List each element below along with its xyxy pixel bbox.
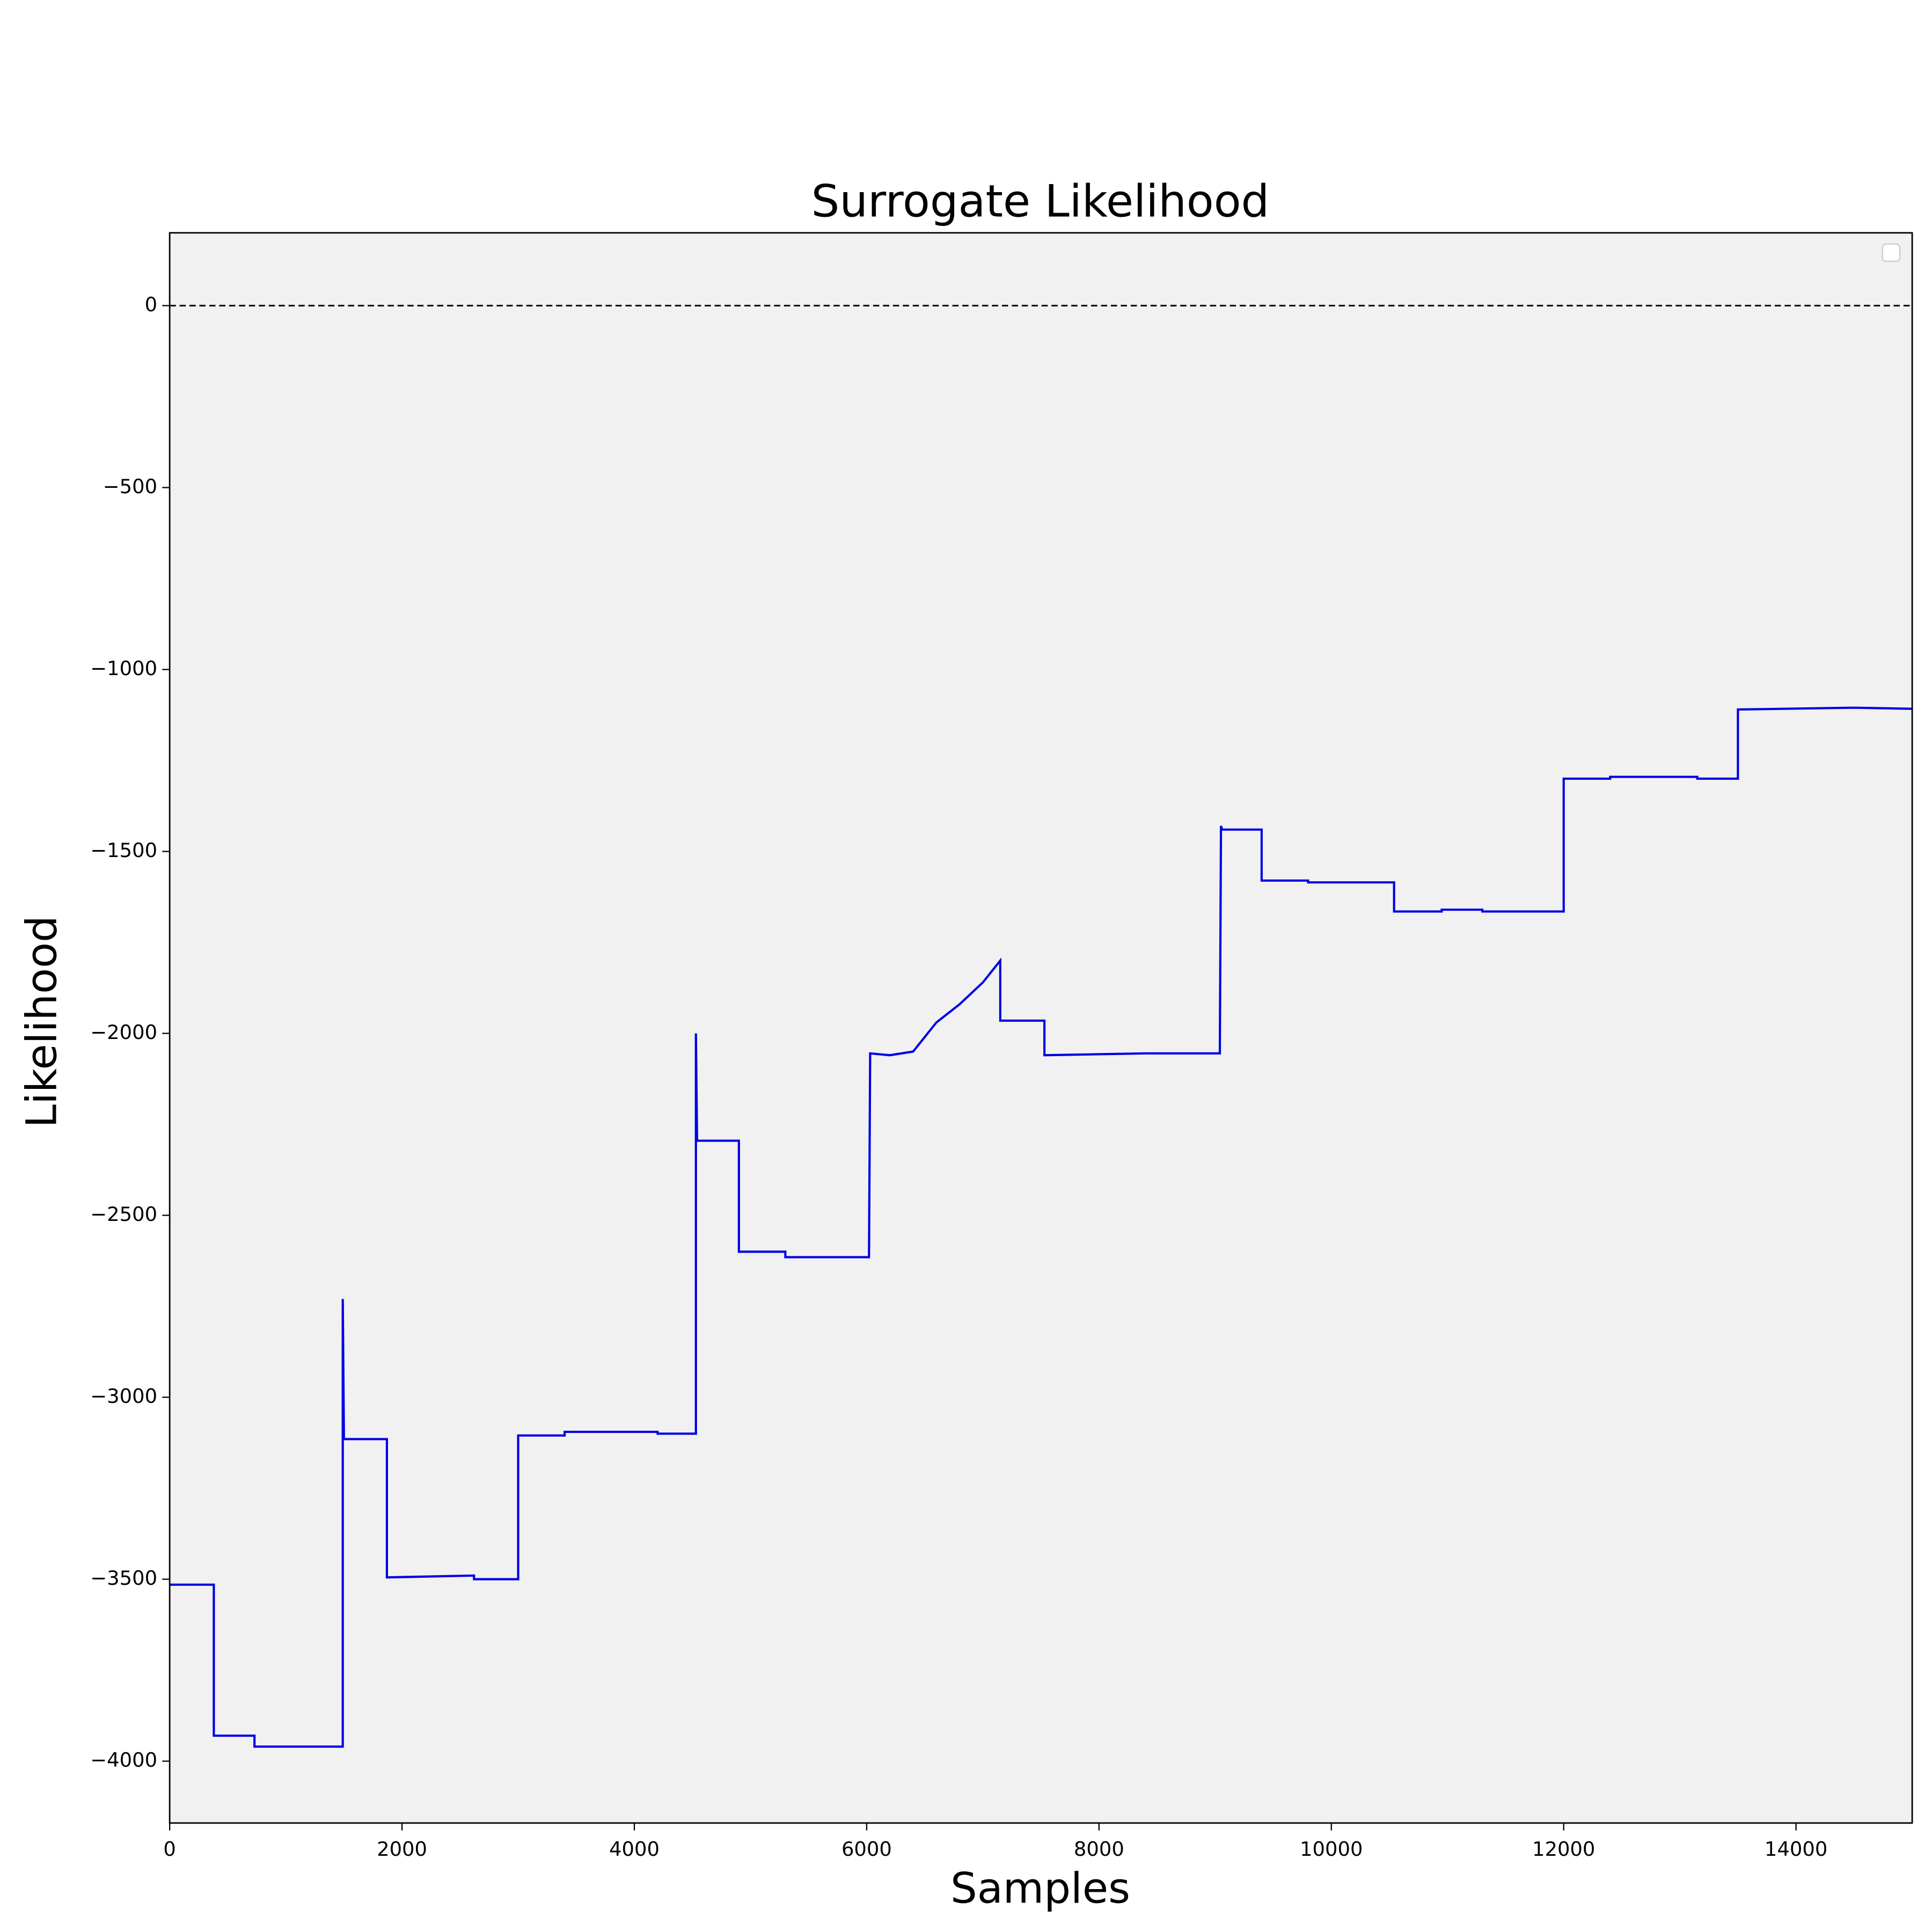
x-tick-label: 4000 (609, 1838, 660, 1861)
y-tick-label: −500 (103, 475, 157, 498)
x-tick-label: 2000 (377, 1838, 427, 1861)
x-tick-label: 8000 (1074, 1838, 1124, 1861)
x-axis-label: Samples (950, 1863, 1130, 1913)
chart-title: Surrogate Likelihood (811, 175, 1270, 228)
y-tick-label: −1500 (90, 839, 157, 862)
x-tick-label: 6000 (841, 1838, 892, 1861)
x-tick-label: 10000 (1300, 1838, 1363, 1861)
x-tick-label: 0 (163, 1838, 175, 1861)
series-line (170, 706, 1913, 1748)
x-tick-label: 14000 (1765, 1838, 1827, 1861)
y-tick-label: 0 (145, 293, 157, 316)
legend-box (1882, 243, 1901, 262)
y-tick-label: −2500 (90, 1203, 157, 1226)
y-tick-label: −3500 (90, 1567, 157, 1590)
y-tick-label: −3000 (90, 1385, 157, 1408)
y-tick-label: −4000 (90, 1748, 157, 1772)
y-tick-label: −2000 (90, 1021, 157, 1044)
plot-area (170, 232, 1913, 1823)
x-tick-label: 12000 (1532, 1838, 1595, 1861)
y-axis-label: Likelihood (17, 916, 67, 1128)
plot-frame (169, 232, 1913, 1824)
y-tick-label: −1000 (90, 657, 157, 680)
